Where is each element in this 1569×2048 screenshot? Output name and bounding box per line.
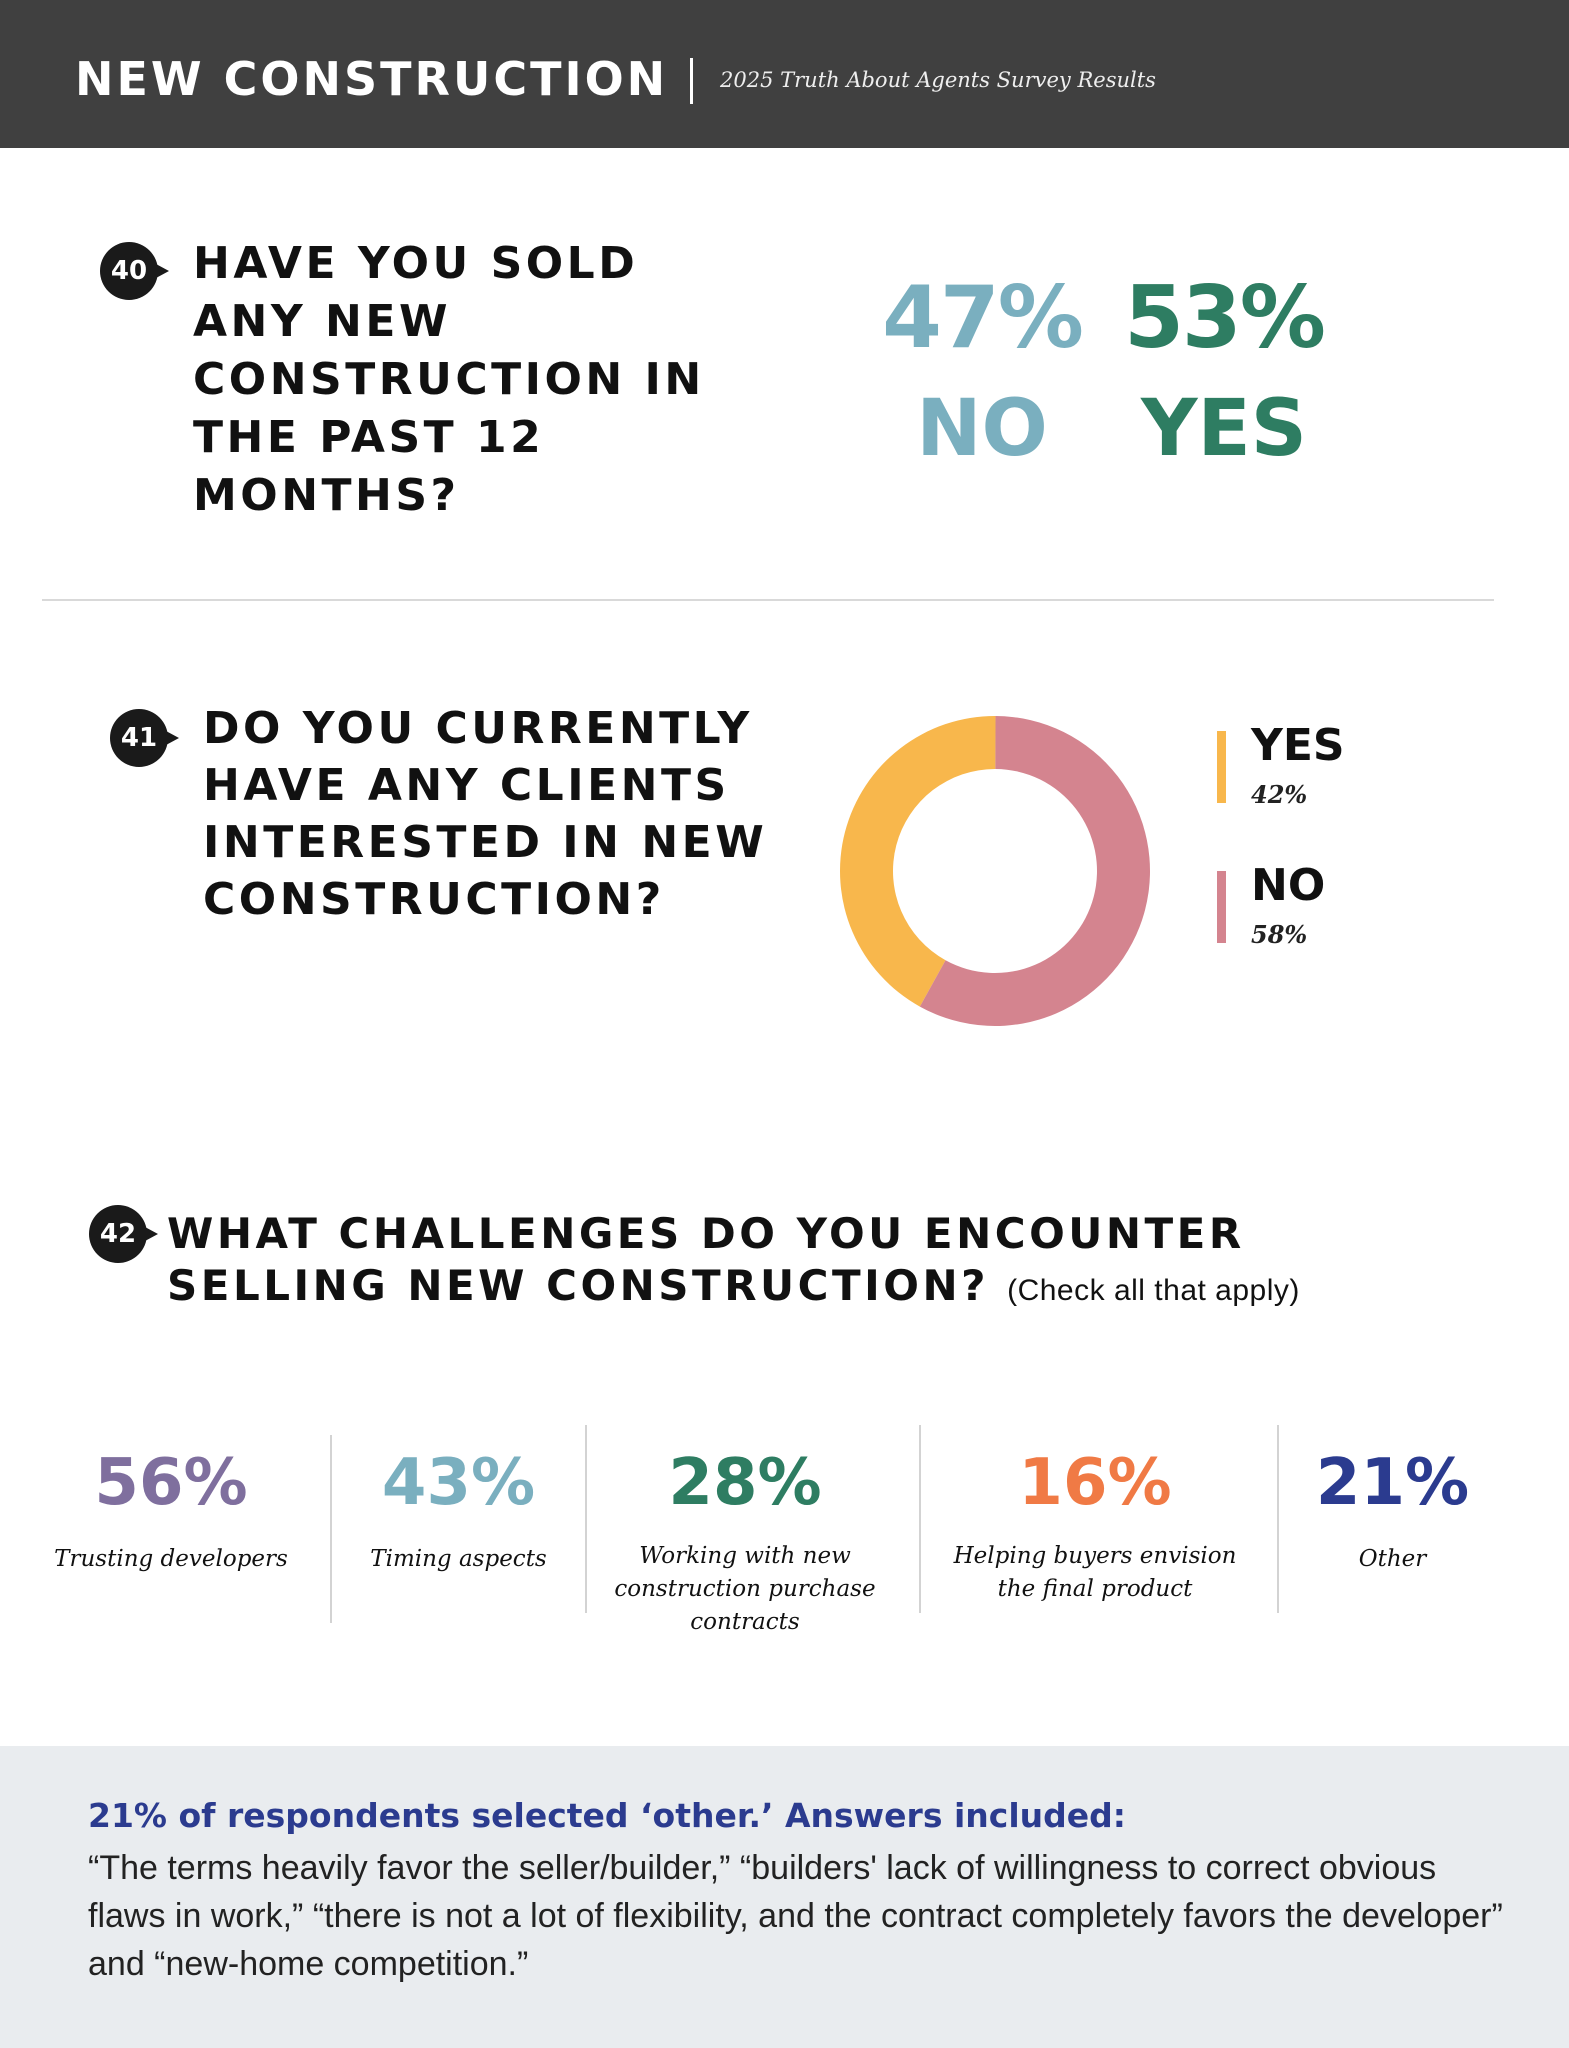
page-title: NEW CONSTRUCTION [75,52,669,106]
footer-heading: 21% of respondents selected ‘other.’ Ans… [88,1796,1126,1835]
question-42-note: (Check all that apply) [1007,1274,1300,1307]
column-divider [919,1425,921,1613]
stat-yes-label: YES [1141,384,1307,474]
challenge-percent: 43% [381,1446,536,1520]
challenge-percent: 16% [1018,1446,1172,1520]
stat-no-label: NO [916,384,1048,474]
challenge-percent: 28% [668,1446,822,1520]
section-divider [42,599,1494,601]
legend-label-yes: YES [1251,720,1345,771]
challenge-label: Helping buyers envision the final produc… [953,1543,1237,1602]
challenge-percent: 56% [94,1446,248,1520]
legend-value-no: 58% [1251,920,1308,949]
legend-swatch-no [1217,871,1226,943]
header-divider [690,58,693,104]
stat-yes: 53% YES [1094,268,1354,484]
challenge-stat-timing-aspects: 43% Timing aspects [350,1443,567,1576]
column-divider [330,1435,332,1623]
footer-callout: 21% of respondents selected ‘other.’ Ans… [0,1746,1569,2048]
challenge-stat-trusting-developers: 56% Trusting developers [40,1443,302,1576]
challenge-label: Working with new construction purchase c… [614,1543,876,1635]
stat-no: 47% NO [852,268,1112,484]
question-number-badge: 41 [110,709,179,767]
stat-no-percent: 47% [882,268,1084,368]
challenge-label: Trusting developers [54,1546,288,1572]
donut-slice-no [919,716,1150,1026]
challenge-stat-purchase-contracts: 28% Working with new construction purcha… [600,1443,890,1639]
question-number-badge: 40 [100,242,169,300]
footer-body: “The terms heavily favor the seller/buil… [88,1849,1503,1983]
legend-label-no: NO [1251,860,1326,911]
challenge-stat-envision-product: 16% Helping buyers envision the final pr… [940,1443,1250,1606]
page-header: NEW CONSTRUCTION 2025 Truth About Agents… [0,0,1569,148]
question-40-text: HAVE YOU SOLD ANY NEW CONSTRUCTION IN TH… [193,238,705,521]
donut-chart [840,716,1150,1026]
challenge-stat-other: 21% Other [1290,1443,1495,1576]
column-divider [1277,1425,1279,1613]
challenge-percent: 21% [1315,1446,1470,1520]
stat-yes-percent: 53% [1124,268,1326,368]
question-42-line2: SELLING NEW CONSTRUCTION? [167,1261,989,1310]
question-number-badge: 42 [89,1205,158,1263]
challenge-label: Timing aspects [370,1546,547,1572]
question-41-text: DO YOU CURRENTLY HAVE ANY CLIENTS INTERE… [203,703,768,925]
question-42-text: WHAT CHALLENGES DO YOU ENCOUNTER SELLING… [167,1208,1467,1317]
page-subtitle: 2025 Truth About Agents Survey Results [720,68,1156,92]
legend-swatch-yes [1217,731,1226,803]
legend-value-yes: 42% [1251,780,1308,809]
question-42-line1: WHAT CHALLENGES DO YOU ENCOUNTER [167,1209,1245,1258]
donut-slice-yes [840,716,996,1007]
column-divider [585,1425,587,1613]
challenge-label: Other [1358,1546,1427,1572]
